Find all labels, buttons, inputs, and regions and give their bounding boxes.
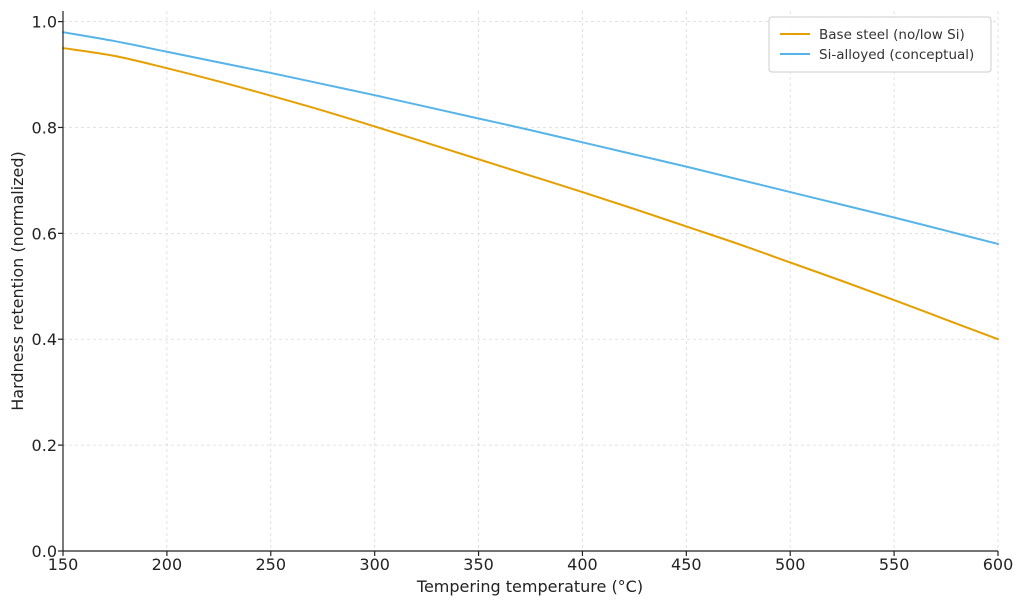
- x-tick-label-5: 400: [567, 555, 598, 574]
- x-tick-label-1: 200: [152, 555, 183, 574]
- x-axis-label: Tempering temperature (°C): [416, 577, 643, 596]
- grid: [62, 11, 999, 552]
- y-axis-label: Hardness retention (normalized): [8, 151, 27, 410]
- axes: [62, 11, 998, 552]
- y-tick-label-4: 0.8: [32, 118, 57, 137]
- y-tick-label-1: 0.2: [32, 436, 57, 455]
- x-tick-label-3: 300: [359, 555, 390, 574]
- legend-label-si-alloyed: Si-alloyed (conceptual): [819, 47, 974, 63]
- legend-label-base-steel: Base steel (no/low Si): [819, 27, 965, 43]
- y-tick-label-5: 1.0: [32, 13, 57, 32]
- x-tick-label-4: 350: [463, 555, 494, 574]
- x-ticks: 150 200 250 300 350 400 450 500 550 600: [48, 551, 1014, 574]
- legend-box: [768, 16, 992, 73]
- y-ticks: 0.0 0.2 0.4 0.6 0.8 1.0: [32, 13, 63, 561]
- y-tick-label-0: 0.0: [32, 542, 57, 561]
- series-line-0: [62, 47, 999, 341]
- x-tick-label-2: 250: [256, 555, 287, 574]
- series-layer: [62, 31, 999, 341]
- x-tick-label-8: 550: [879, 555, 910, 574]
- legend: Base steel (no/low Si) Si-alloyed (conce…: [768, 16, 992, 73]
- x-tick-label-6: 450: [671, 555, 702, 574]
- series-line-1: [62, 31, 999, 245]
- x-tick-label-7: 500: [775, 555, 806, 574]
- x-tick-label-9: 600: [983, 555, 1014, 574]
- y-tick-label-2: 0.4: [32, 330, 57, 349]
- x-tick-label-0: 150: [48, 555, 79, 574]
- y-tick-label-3: 0.6: [32, 224, 57, 243]
